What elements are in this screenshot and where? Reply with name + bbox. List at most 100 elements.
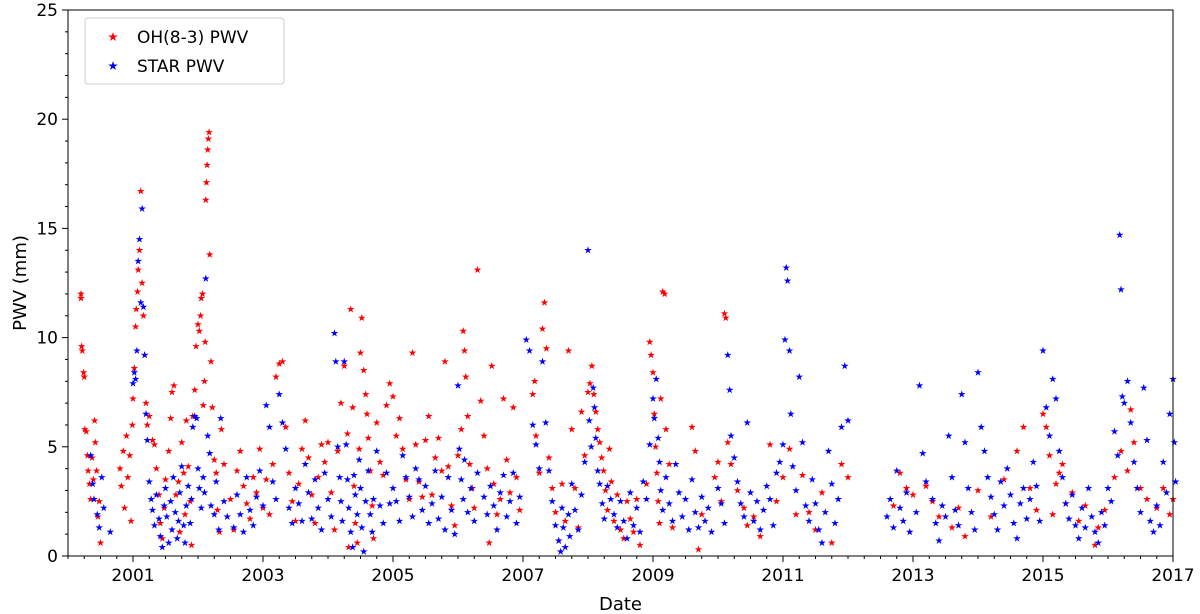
star-point-312 bbox=[1000, 501, 1008, 510]
star-point-243 bbox=[743, 418, 752, 427]
star-point-228 bbox=[694, 523, 703, 531]
star-point-260 bbox=[788, 462, 797, 470]
oh83-point-236 bbox=[645, 337, 654, 346]
oh83-point-165 bbox=[437, 466, 446, 475]
oh83-point-208 bbox=[567, 425, 576, 433]
star-point-321 bbox=[1029, 458, 1038, 466]
star-point-145 bbox=[455, 444, 464, 453]
star-point-322 bbox=[1032, 482, 1041, 490]
oh83-point-31 bbox=[131, 322, 140, 330]
star-point-17 bbox=[140, 351, 149, 359]
star-point-367 bbox=[1170, 438, 1179, 446]
star-point-68 bbox=[242, 473, 251, 481]
star-point-338 bbox=[1084, 484, 1093, 492]
star-point-168 bbox=[532, 440, 540, 448]
oh83-point-163 bbox=[431, 453, 440, 461]
oh83-point-98 bbox=[246, 514, 254, 523]
oh83-point-191 bbox=[509, 403, 518, 411]
oh83-point-298 bbox=[1048, 510, 1057, 518]
star-point-126 bbox=[395, 517, 404, 525]
oh83-point-250 bbox=[688, 423, 696, 431]
star-point-192 bbox=[591, 434, 600, 442]
star-point-263 bbox=[798, 438, 807, 446]
star-point-205 bbox=[629, 521, 638, 529]
star-point-195 bbox=[598, 499, 607, 507]
star-point-230 bbox=[701, 517, 709, 525]
star-point-306 bbox=[980, 447, 989, 455]
oh83-point-151 bbox=[392, 431, 401, 440]
oh83-point-123 bbox=[327, 488, 336, 496]
oh83-point-214 bbox=[586, 379, 594, 387]
oh83-point-254 bbox=[710, 473, 719, 481]
star-point-238 bbox=[727, 431, 735, 440]
star-point-196 bbox=[600, 514, 609, 523]
oh83-point-216 bbox=[590, 390, 598, 398]
star-point-174 bbox=[551, 521, 560, 529]
oh83-point-13 bbox=[89, 475, 98, 483]
star-point-227 bbox=[691, 508, 700, 516]
oh83-point-263 bbox=[743, 521, 752, 529]
star-point-181 bbox=[565, 532, 574, 540]
star-point-233 bbox=[714, 484, 722, 492]
star-point-62 bbox=[220, 497, 228, 505]
oh83-point-132 bbox=[350, 482, 358, 490]
oh83-point-300 bbox=[1055, 469, 1064, 477]
star-point-350 bbox=[1118, 392, 1127, 400]
star-point-287 bbox=[915, 381, 924, 389]
star-point-317 bbox=[1016, 499, 1025, 507]
oh83-point-301 bbox=[1058, 460, 1067, 468]
oh83-point-29 bbox=[129, 394, 137, 402]
oh83-point-218 bbox=[593, 425, 602, 433]
oh83-point-92 bbox=[226, 495, 235, 503]
star-point-85 bbox=[298, 517, 306, 525]
oh83-point-57 bbox=[175, 527, 184, 536]
star-point-96 bbox=[331, 357, 340, 365]
oh83-point-181 bbox=[480, 431, 488, 440]
x-tick-label-2009: 2009 bbox=[631, 566, 674, 586]
star-point-365 bbox=[1165, 410, 1174, 418]
oh83-point-291 bbox=[1013, 447, 1021, 455]
star-point-235 bbox=[720, 519, 729, 527]
star-point-217 bbox=[658, 506, 667, 514]
oh83-point-293 bbox=[1026, 484, 1034, 492]
star-point-295 bbox=[944, 431, 953, 440]
oh83-point-190 bbox=[506, 488, 514, 496]
star-point-46 bbox=[188, 423, 197, 431]
star-point-273 bbox=[831, 519, 839, 527]
star-point-207 bbox=[636, 527, 644, 536]
star-point-93 bbox=[324, 495, 332, 503]
star-point-160 bbox=[502, 512, 511, 520]
star-point-144 bbox=[454, 381, 462, 389]
star-point-22 bbox=[148, 506, 157, 514]
star-point-324 bbox=[1039, 346, 1047, 354]
star-point-90 bbox=[314, 503, 323, 512]
oh83-point-176 bbox=[465, 460, 474, 468]
star-point-32 bbox=[166, 497, 175, 505]
star-point-99 bbox=[337, 497, 345, 505]
star-point-154 bbox=[483, 510, 492, 518]
star-point-33 bbox=[168, 525, 176, 534]
star-point-166 bbox=[525, 346, 534, 354]
oh83-point-225 bbox=[607, 477, 616, 485]
oh83-point-309 bbox=[1110, 473, 1119, 481]
oh83-point-90 bbox=[220, 460, 228, 468]
oh83-point-80 bbox=[204, 134, 213, 143]
y-tick-label-15: 15 bbox=[36, 219, 58, 239]
oh83-point-81 bbox=[205, 128, 213, 136]
oh83-point-230 bbox=[623, 497, 631, 505]
oh83-point-24 bbox=[122, 431, 131, 440]
oh83-point-141 bbox=[364, 434, 373, 442]
oh83-point-292 bbox=[1019, 423, 1028, 431]
oh83-point-114 bbox=[298, 444, 306, 453]
oh83-point-252 bbox=[694, 545, 703, 553]
oh83-point-76 bbox=[201, 196, 210, 204]
star-point-280 bbox=[889, 523, 898, 531]
star-point-285 bbox=[905, 527, 914, 536]
oh83-point-203 bbox=[551, 508, 560, 516]
oh83-point-73 bbox=[199, 401, 208, 409]
star-point-142 bbox=[447, 506, 456, 514]
star-point-357 bbox=[1139, 383, 1148, 392]
star-point-259 bbox=[786, 410, 795, 418]
oh83-point-75 bbox=[201, 337, 209, 346]
star-point-188 bbox=[585, 416, 594, 424]
